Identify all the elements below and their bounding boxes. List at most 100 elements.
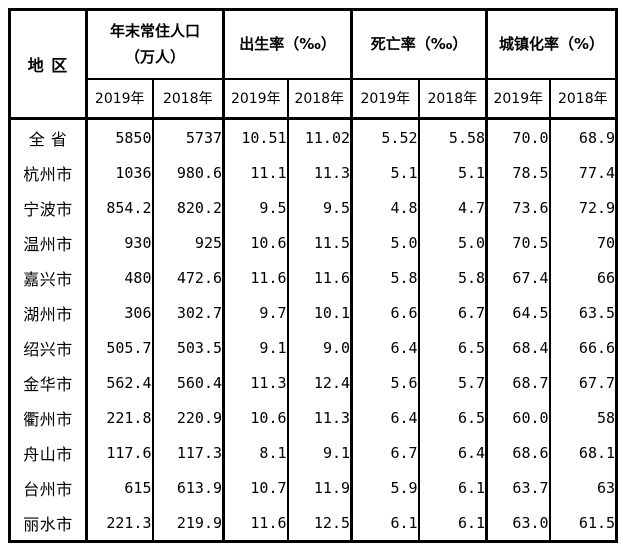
- data-cell: 70: [548, 225, 617, 260]
- group-header-population: 年末常住人口 （万人）: [84, 9, 224, 80]
- data-cell: 66.6: [548, 330, 617, 365]
- data-cell: 11.6: [222, 505, 288, 542]
- data-cell: 12.4: [286, 365, 352, 400]
- table-row: 湖州市 306 302.7 9.7 10.1 6.6 6.7 64.5 63.5: [10, 295, 617, 330]
- region-cell: 温州市: [23, 234, 73, 254]
- region-cell: 金华市: [23, 374, 73, 394]
- region-header-label: 地 区: [27, 56, 69, 75]
- region-cell: 杭州市: [23, 164, 73, 184]
- birth-rate-2019-header: 2019年: [222, 78, 288, 120]
- data-cell: 8.1: [222, 435, 288, 470]
- data-cell: 10.1: [286, 295, 352, 330]
- data-cell: 9.1: [286, 435, 352, 470]
- table-row: 杭州市 1036 980.6 11.1 11.3 5.1 5.1 78.5 77.4: [10, 155, 617, 190]
- group-header-row: 地 区 年末常住人口 （万人） 出生率（‰） 死亡率（‰） 城镇化率（%）: [9, 9, 617, 120]
- data-cell: 70.5: [485, 225, 550, 260]
- death-rate-2019-header: 2019年: [350, 78, 419, 120]
- data-cell: 472.6: [151, 260, 224, 295]
- data-cell: 5.8: [417, 260, 487, 295]
- data-cell: 6.5: [417, 330, 487, 365]
- data-cell: 70.0: [485, 118, 550, 155]
- region-cell: 全 省: [28, 129, 68, 149]
- data-cell: 9.5: [286, 190, 352, 225]
- data-cell: 930: [85, 225, 153, 260]
- data-cell: 925: [151, 225, 224, 260]
- data-cell: 5.58: [417, 118, 487, 155]
- death-rate-2018-header: 2018年: [417, 78, 487, 120]
- data-cell: 615: [85, 470, 153, 505]
- data-cell: 6.4: [350, 330, 419, 365]
- data-cell: 6.7: [350, 435, 419, 470]
- table-row: 宁波市 854.2 820.2 9.5 9.5 4.8 4.7 73.6 72.9: [10, 190, 617, 225]
- data-cell: 306: [85, 295, 153, 330]
- table-row: 舟山市 117.6 117.3 8.1 9.1 6.7 6.4 68.6 68.1: [10, 435, 617, 470]
- data-cell: 11.1: [222, 155, 288, 190]
- data-cell: 117.3: [151, 435, 224, 470]
- data-cell: 63.5: [548, 295, 617, 330]
- data-cell: 117.6: [85, 435, 153, 470]
- data-cell: 73.6: [485, 190, 550, 225]
- region-cell: 衢州市: [23, 409, 73, 429]
- data-cell: 63: [548, 470, 617, 505]
- data-cell: 67.4: [485, 260, 550, 295]
- table-row: 温州市 930 925 10.6 11.5 5.0 5.0 70.5 70: [10, 225, 617, 260]
- data-cell: 4.8: [350, 190, 419, 225]
- data-cell: 221.3: [85, 505, 153, 542]
- population-statistics-table: 地 区 年末常住人口 （万人） 出生率（‰） 死亡率（‰） 城镇化率（%） 20…: [8, 8, 619, 543]
- data-cell: 4.7: [417, 190, 487, 225]
- table-row: 嘉兴市 480 472.6 11.6 11.6 5.8 5.8 67.4 66: [10, 260, 617, 295]
- data-cell: 6.1: [417, 470, 487, 505]
- data-cell: 68.9: [548, 118, 617, 155]
- group-header-urbanization-rate: 城镇化率（%）: [485, 9, 617, 80]
- data-cell: 6.7: [417, 295, 487, 330]
- data-cell: 613.9: [151, 470, 224, 505]
- data-cell: 60.0: [485, 400, 550, 435]
- data-cell: 6.4: [417, 435, 487, 470]
- data-cell: 5.0: [417, 225, 487, 260]
- data-cell: 1036: [85, 155, 153, 190]
- data-cell: 68.7: [485, 365, 550, 400]
- table-body: 全 省 5850 5737 10.51 11.02 5.52 5.58 70.0 68.9 杭州市…: [10, 118, 617, 542]
- region-cell: 宁波市: [23, 199, 73, 219]
- data-cell: 5.6: [350, 365, 419, 400]
- data-cell: 854.2: [85, 190, 153, 225]
- population-header-line1: 年末常住人口: [110, 22, 201, 41]
- data-cell: 63.7: [485, 470, 550, 505]
- data-cell: 6.6: [350, 295, 419, 330]
- data-cell: 11.6: [286, 260, 352, 295]
- data-cell: 66: [548, 260, 617, 295]
- table-row: 丽水市 221.3 219.9 11.6 12.5 6.1 6.1 63.0 61.5: [10, 505, 617, 542]
- region-cell: 绍兴市: [23, 339, 73, 359]
- data-cell: 5737: [151, 118, 224, 155]
- data-cell: 11.3: [286, 400, 352, 435]
- data-cell: 503.5: [151, 330, 224, 365]
- data-cell: 11.6: [222, 260, 288, 295]
- data-cell: 505.7: [85, 330, 153, 365]
- data-cell: 6.4: [350, 400, 419, 435]
- data-cell: 5850: [85, 118, 153, 155]
- data-cell: 9.5: [222, 190, 288, 225]
- data-cell: 11.5: [286, 225, 352, 260]
- region-cell: 丽水市: [23, 514, 73, 534]
- data-cell: 12.5: [286, 505, 352, 542]
- data-cell: 5.52: [350, 118, 419, 155]
- data-cell: 6.5: [417, 400, 487, 435]
- region-cell: 舟山市: [23, 444, 73, 464]
- data-cell: 68.1: [548, 435, 617, 470]
- data-cell: 11.3: [286, 155, 352, 190]
- data-cell: 64.5: [485, 295, 550, 330]
- data-cell: 6.1: [417, 505, 487, 542]
- data-cell: 5.7: [417, 365, 487, 400]
- data-cell: 9.1: [222, 330, 288, 365]
- data-cell: 980.6: [151, 155, 224, 190]
- data-cell: 220.9: [151, 400, 224, 435]
- population-2019-header: 2019年: [85, 78, 153, 120]
- population-header-line2: （万人）: [125, 48, 186, 67]
- data-cell: 5.0: [350, 225, 419, 260]
- birth-rate-2018-header: 2018年: [286, 78, 352, 120]
- data-cell: 562.4: [85, 365, 153, 400]
- data-cell: 5.1: [417, 155, 487, 190]
- data-cell: 560.4: [151, 365, 224, 400]
- region-cell: 嘉兴市: [23, 269, 73, 289]
- data-cell: 9.0: [286, 330, 352, 365]
